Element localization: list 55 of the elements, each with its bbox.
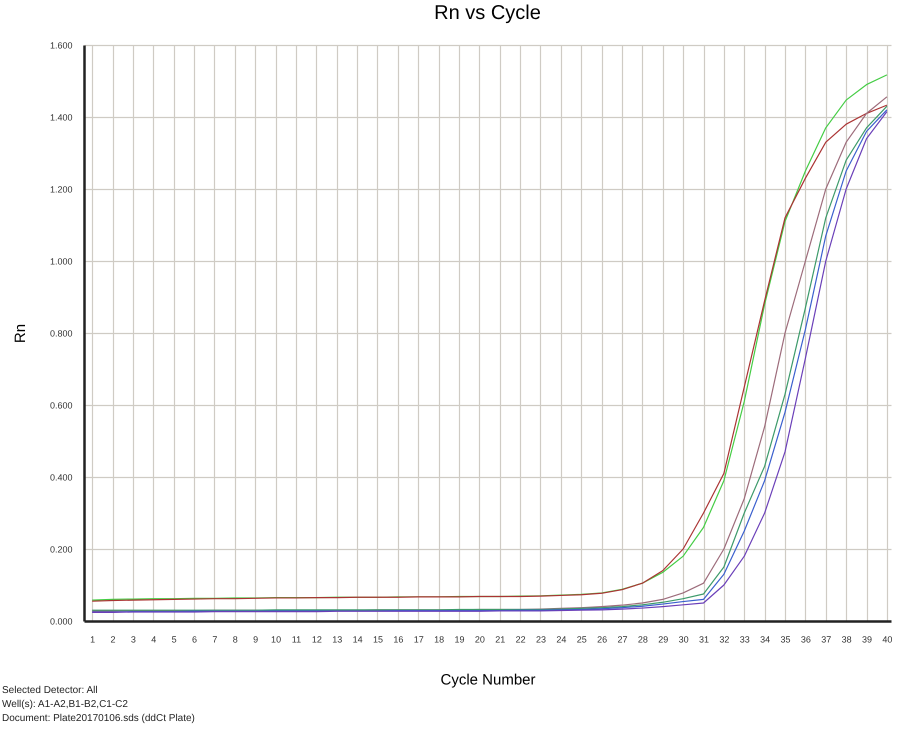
x-tick-label: 25: [576, 634, 587, 644]
x-tick-label: 21: [495, 634, 506, 644]
text: Well(s): A1-A2,B1-B2,C1-C2: [2, 698, 129, 712]
x-tick-label: 15: [372, 634, 383, 644]
x-tick-label: 32: [719, 634, 730, 644]
x-tick-label: 2: [110, 634, 116, 644]
x-tick-label: 24: [556, 634, 566, 644]
x-tick-label: 17: [414, 634, 424, 644]
x-tick-label: 5: [172, 634, 177, 644]
x-tick-label: 38: [842, 634, 852, 644]
x-tick-label: 8: [232, 634, 238, 644]
x-tick-label: 23: [536, 634, 546, 644]
y-tick-label: 1.200: [50, 184, 72, 194]
y-tick-label: 0.400: [50, 472, 72, 482]
x-tick-label: 16: [393, 634, 404, 644]
x-tick-label: 31: [699, 634, 710, 644]
text: Selected Detector: All: [2, 684, 99, 698]
x-tick-label: 27: [617, 634, 628, 644]
y-tick-label: 0.200: [50, 544, 72, 554]
x-tick-label: 33: [740, 634, 750, 644]
x-tick-label: 4: [151, 634, 156, 644]
x-tick-label: 6: [192, 634, 198, 644]
x-tick-label: 29: [658, 634, 668, 644]
x-tick-label: 20: [474, 634, 485, 644]
y-tick-label: 1.400: [50, 112, 72, 122]
x-tick-label: 19: [454, 634, 464, 644]
x-tick-label: 35: [780, 634, 791, 644]
chart-title: Rn vs Cycle: [434, 2, 541, 24]
x-tick-label: 37: [821, 634, 832, 644]
y-tick-label: 1.000: [50, 256, 72, 266]
x-tick-label: 22: [516, 634, 526, 644]
text: Document: Plate20170106.sds (ddCt Plate): [2, 712, 195, 726]
y-tick-label: 0.000: [50, 616, 72, 626]
x-tick-label: 11: [292, 634, 302, 644]
x-tick-label: 28: [638, 634, 648, 644]
x-tick-label: 30: [678, 634, 689, 644]
x-tick-label: 3: [130, 634, 136, 644]
x-tick-label: 13: [332, 634, 342, 644]
x-tick-label: 40: [882, 634, 892, 644]
x-axis-title: Cycle Number: [440, 672, 536, 688]
x-tick-label: 7: [212, 634, 218, 644]
y-axis-title: Rn: [12, 324, 29, 344]
y-tick-label: 0.600: [50, 400, 72, 410]
x-tick-label: 39: [862, 634, 872, 644]
y-tick-label: 1.600: [50, 40, 72, 50]
x-tick-label: 26: [597, 634, 608, 644]
x-tick-label: 10: [271, 634, 282, 644]
x-tick-label: 12: [312, 634, 322, 644]
x-tick-label: 9: [253, 634, 258, 644]
x-tick-label: 1: [90, 634, 96, 644]
y-tick-label: 0.800: [50, 328, 72, 338]
x-tick-label: 36: [800, 634, 811, 644]
x-tick-label: 14: [352, 634, 363, 644]
x-tick-label: 34: [760, 634, 770, 644]
x-tick-label: 18: [434, 634, 444, 644]
